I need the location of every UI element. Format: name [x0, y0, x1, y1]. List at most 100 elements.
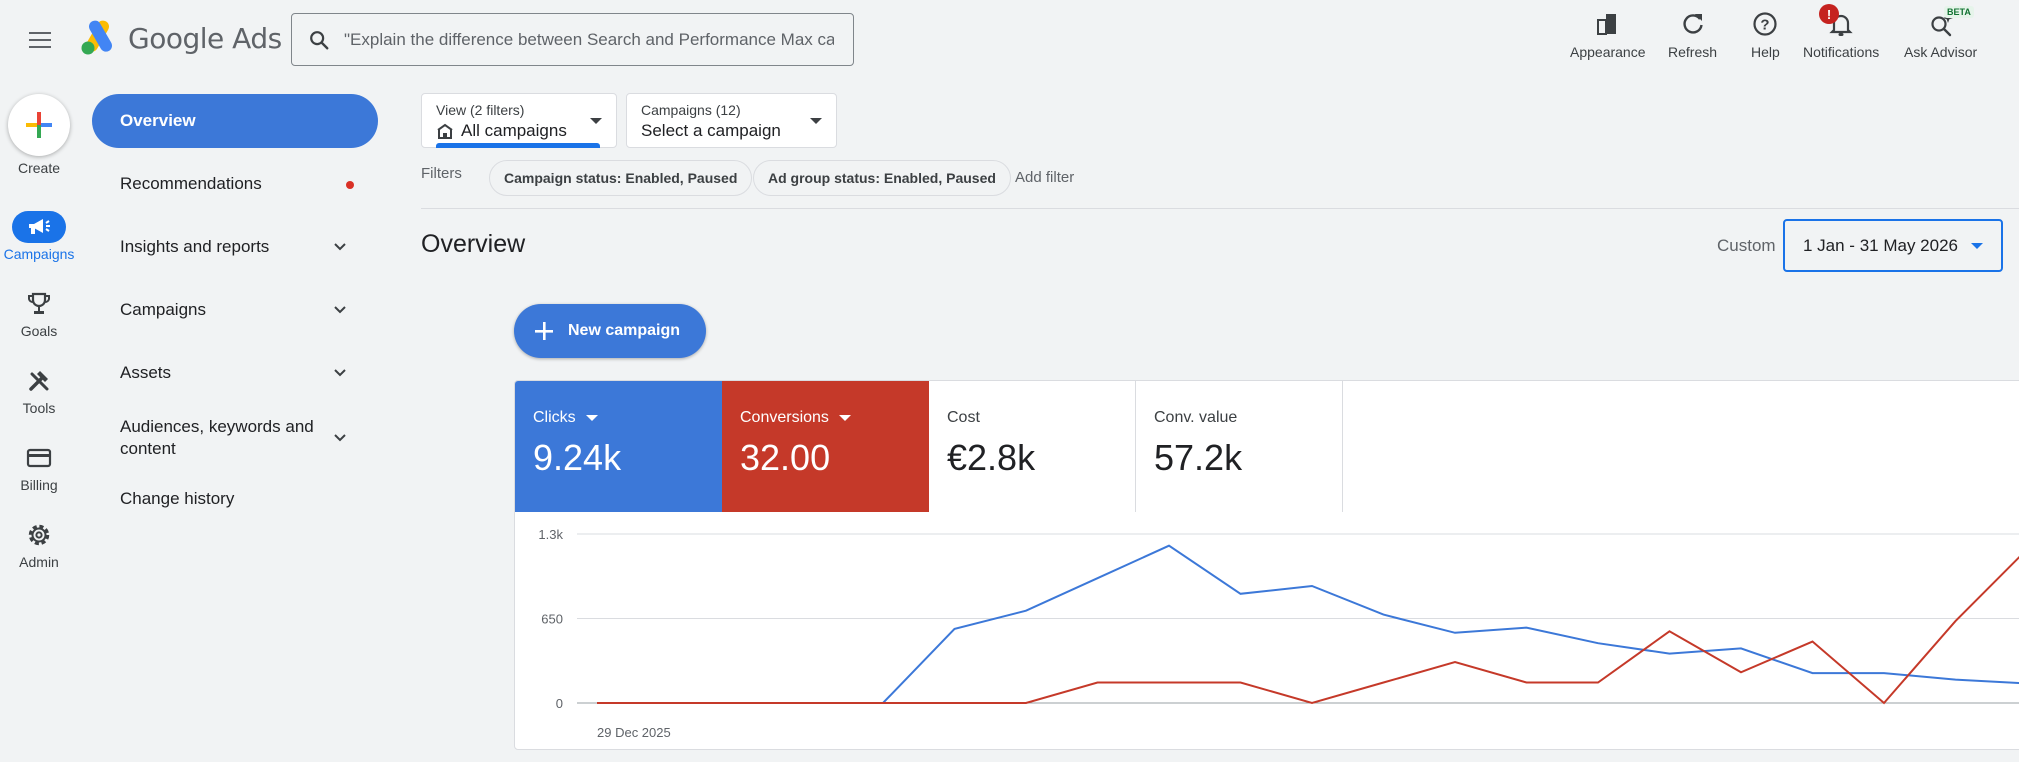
rail-item-billing[interactable]: Billing: [0, 442, 78, 493]
appearance-button[interactable]: Appearance: [1570, 10, 1646, 60]
create-button[interactable]: [8, 94, 70, 156]
beta-badge: BETA: [1944, 6, 1974, 18]
metric-conv-value[interactable]: Conv. value 57.2k: [1136, 381, 1343, 512]
tools-icon: [29, 371, 49, 391]
metric-value: 57.2k: [1154, 437, 1243, 478]
campaign-selector-value: Select a campaign: [641, 121, 781, 140]
nav-label: Campaigns: [120, 300, 206, 319]
credit-card-icon: [26, 448, 52, 468]
nav-item-assets[interactable]: Assets: [92, 346, 378, 400]
metric-label: Cost: [947, 409, 980, 426]
ask-advisor-button[interactable]: BETA Ask Advisor: [1904, 6, 1977, 60]
notification-badge: !: [1819, 4, 1839, 24]
dropdown-caret-icon: [590, 118, 602, 124]
metric-cost[interactable]: Cost €2.8k: [929, 381, 1136, 512]
filter-chip-ad-group-status[interactable]: Ad group status: Enabled, Paused: [753, 160, 1011, 196]
brand-google: Google: [128, 22, 224, 55]
nav-label: Change history: [120, 489, 235, 508]
ask-advisor-icon: [1930, 13, 1953, 37]
rail-label-admin: Admin: [19, 554, 59, 570]
filters-label: Filters: [421, 165, 462, 182]
trophy-icon: [28, 292, 50, 314]
appearance-label: Appearance: [1570, 44, 1646, 60]
rail-item-campaigns[interactable]: Campaigns: [0, 211, 78, 262]
google-ads-logo-icon[interactable]: [80, 20, 118, 56]
series-line-conversions: [597, 555, 2019, 705]
gear-icon: [28, 524, 50, 546]
dropdown-caret-icon: [1971, 243, 1983, 249]
rail-icon-wrap: [12, 211, 66, 243]
add-filter-link[interactable]: Add filter: [1015, 169, 1075, 186]
refresh-button[interactable]: Refresh: [1668, 10, 1717, 60]
notifications-button[interactable]: ! Notifications: [1803, 4, 1879, 60]
appearance-icon: [1596, 14, 1616, 35]
create-label: Create: [17, 160, 61, 176]
svg-text:?: ?: [1761, 17, 1770, 34]
date-range-picker[interactable]: 1 Jan - 31 May 2026: [1783, 219, 2003, 272]
rail-icon-wrap: [12, 288, 66, 320]
dropdown-caret-icon[interactable]: [838, 415, 851, 421]
chevron-down-icon[interactable]: [332, 239, 348, 255]
series-line-clicks: [597, 544, 2019, 704]
chevron-down-icon[interactable]: [332, 302, 348, 318]
metric-value: 9.24k: [533, 437, 622, 478]
nav-item-insights[interactable]: Insights and reports: [92, 220, 378, 274]
dropdown-caret-icon[interactable]: [585, 415, 598, 421]
rail-label-tools: Tools: [22, 400, 56, 416]
nav-label: Audiences, keywords and content: [120, 417, 314, 458]
rail-icon-wrap: [12, 519, 66, 551]
store-icon: [437, 123, 453, 139]
rail-icon-wrap: [12, 365, 66, 397]
brand-ads: Ads: [232, 22, 282, 55]
nav-item-campaigns[interactable]: Campaigns: [92, 283, 378, 337]
new-campaign-button[interactable]: New campaign: [514, 304, 706, 358]
performance-chart[interactable]: 1.3k 650 0 29 Dec 2025: [515, 512, 2019, 750]
rail-item-tools[interactable]: Tools: [0, 365, 78, 416]
metric-label: Clicks: [533, 409, 576, 426]
filter-chip-campaign-status[interactable]: Campaign status: Enabled, Paused: [489, 160, 753, 196]
view-selector-value: All campaigns: [461, 121, 567, 140]
chevron-down-icon[interactable]: [332, 430, 348, 446]
metric-value: 32.00: [740, 437, 831, 478]
rail-label-campaigns: Campaigns: [3, 246, 75, 262]
x-tick-label: 29 Dec 2025: [597, 725, 671, 740]
search-box[interactable]: [291, 13, 854, 66]
nav-label: Insights and reports: [120, 237, 270, 256]
overview-card: Clicks 9.24k Conversions 32.00 Cost €2.8…: [514, 380, 2019, 750]
nav-item-recommendations[interactable]: Recommendations: [92, 157, 378, 211]
nav-label: Overview: [120, 111, 196, 130]
view-selector[interactable]: View (2 filters) All campaigns: [421, 93, 617, 148]
metric-conversions[interactable]: Conversions 32.00: [722, 381, 929, 512]
view-selector-value-row: All campaigns: [436, 121, 602, 141]
nav-item-change-history[interactable]: Change history: [92, 472, 378, 526]
plus-multicolor-icon: [26, 112, 52, 138]
help-button[interactable]: ? Help: [1751, 10, 1780, 60]
y-tick-label: 650: [541, 612, 563, 627]
metric-value: €2.8k: [947, 437, 1036, 478]
campaign-selector[interactable]: Campaigns (12) Select a campaign: [626, 93, 837, 148]
megaphone-icon: [29, 219, 50, 234]
metric-label-row: Conversions: [740, 409, 911, 427]
nav-item-audiences[interactable]: Audiences, keywords and content: [92, 400, 378, 476]
y-tick-label: 0: [556, 696, 563, 711]
top-bar: Google Ads Appearance Refresh ? Help ! N…: [0, 0, 2019, 80]
menu-icon-line: [29, 46, 51, 48]
notification-dot: [346, 181, 354, 189]
main-menu-button[interactable]: [22, 24, 58, 56]
help-icon: ?: [1753, 12, 1777, 36]
rail-item-admin[interactable]: Admin: [0, 519, 78, 570]
metric-clicks[interactable]: Clicks 9.24k: [515, 381, 722, 512]
dropdown-caret-icon: [810, 118, 822, 124]
new-campaign-label: New campaign: [568, 322, 681, 339]
campaign-selector-caption: Campaigns (12): [641, 102, 741, 118]
search-input[interactable]: [344, 29, 834, 50]
rail-label-goals: Goals: [20, 323, 58, 339]
date-mode-label: Custom: [1717, 236, 1776, 255]
help-label: Help: [1751, 44, 1780, 60]
view-selector-caption: View (2 filters): [436, 102, 525, 118]
nav-item-overview[interactable]: Overview: [92, 94, 378, 148]
menu-icon-line: [29, 39, 51, 41]
rail-item-goals[interactable]: Goals: [0, 288, 78, 339]
chevron-down-icon[interactable]: [332, 365, 348, 381]
side-nav: Overview Recommendations Insights and re…: [92, 94, 378, 526]
